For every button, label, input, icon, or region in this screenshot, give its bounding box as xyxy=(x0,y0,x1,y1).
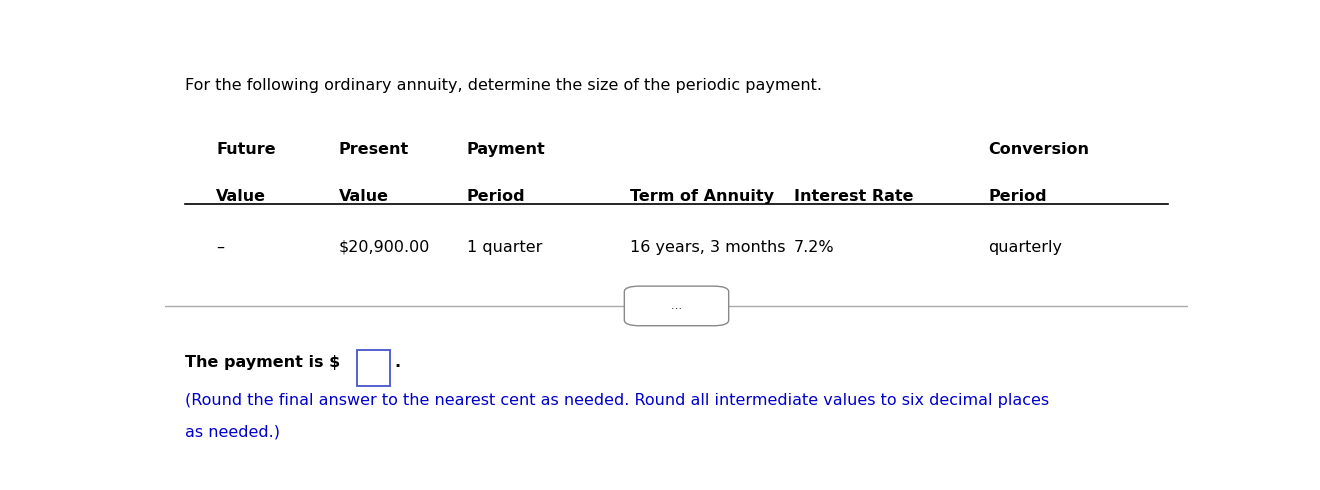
Text: Payment: Payment xyxy=(467,142,545,157)
Text: Interest Rate: Interest Rate xyxy=(795,189,913,204)
Text: (Round the final answer to the nearest cent as needed. Round all intermediate va: (Round the final answer to the nearest c… xyxy=(185,392,1049,408)
FancyBboxPatch shape xyxy=(624,286,729,326)
Text: For the following ordinary annuity, determine the size of the periodic payment.: For the following ordinary annuity, dete… xyxy=(185,77,822,93)
Text: Future: Future xyxy=(216,142,276,157)
Text: Term of Annuity: Term of Annuity xyxy=(631,189,775,204)
Text: 16 years, 3 months: 16 years, 3 months xyxy=(631,240,785,255)
Text: The payment is $: The payment is $ xyxy=(185,355,341,370)
Text: Conversion: Conversion xyxy=(989,142,1089,157)
Text: Period: Period xyxy=(989,189,1047,204)
Text: Period: Period xyxy=(467,189,525,204)
Text: quarterly: quarterly xyxy=(989,240,1063,255)
Text: …: … xyxy=(671,301,682,311)
FancyBboxPatch shape xyxy=(358,350,391,386)
Text: as needed.): as needed.) xyxy=(185,425,280,440)
Text: $20,900.00: $20,900.00 xyxy=(339,240,430,255)
Text: 7.2%: 7.2% xyxy=(795,240,834,255)
Text: –: – xyxy=(216,240,224,255)
Text: Value: Value xyxy=(339,189,389,204)
Text: Present: Present xyxy=(339,142,409,157)
Text: 1 quarter: 1 quarter xyxy=(467,240,543,255)
Text: Value: Value xyxy=(216,189,267,204)
Text: .: . xyxy=(395,355,400,370)
